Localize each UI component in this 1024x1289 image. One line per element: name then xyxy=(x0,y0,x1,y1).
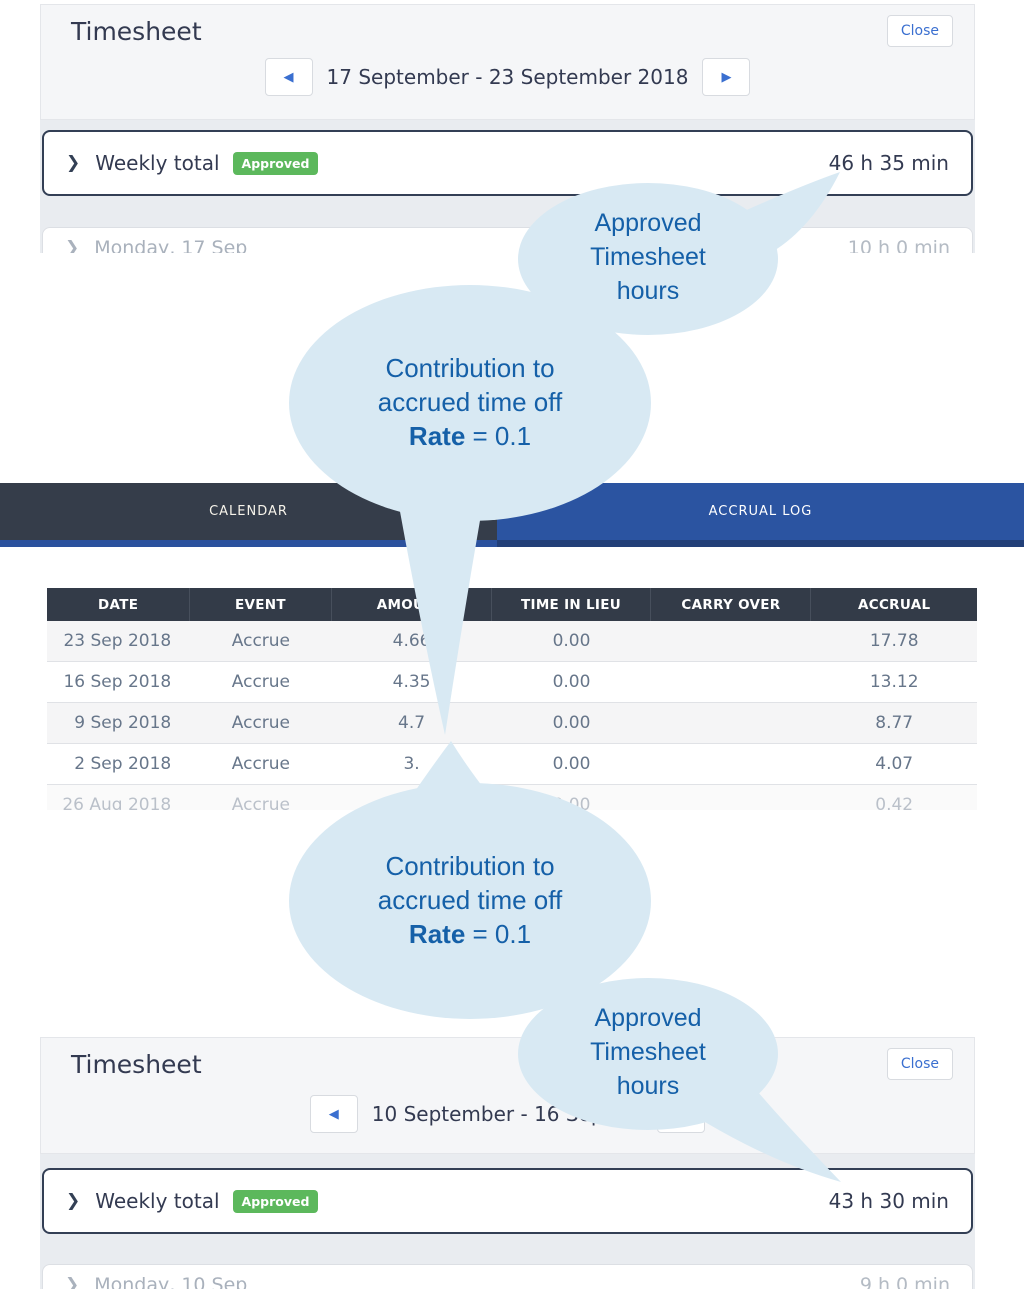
cell-time-in-lieu: 0.00 xyxy=(552,713,591,733)
chevron-right-icon: ❯ xyxy=(66,1191,81,1211)
day-row-monday[interactable]: ❯ Monday, 10 Sep 9 h 0 min xyxy=(42,1264,973,1289)
tab-underline-left xyxy=(0,540,497,547)
weekly-total-label: Weekly total xyxy=(95,151,220,175)
chevron-right-icon: ❯ xyxy=(66,153,81,173)
accrual-log-table: DATE EVENT AMOUNT TIME IN LIEU CARRY OVE… xyxy=(47,588,977,810)
column-header-date: DATE xyxy=(47,588,191,621)
next-week-button[interactable]: ▶ xyxy=(702,58,751,96)
table-row: 23 Sep 2018 Accrue 4.66 0.00 17.78 xyxy=(47,621,977,662)
timesheet-header-bottom: Timesheet Close ◀ 10 September - 16 Sept… xyxy=(40,1037,975,1154)
column-header-time-in-lieu: TIME IN LIEU xyxy=(492,588,652,621)
cell-date: 2 Sep 2018 xyxy=(74,754,172,774)
cell-carry-over xyxy=(651,785,811,810)
weekly-total-value: 43 h 30 min xyxy=(828,1189,949,1213)
cell-carry-over xyxy=(651,662,811,702)
week-navigator: ◀ 10 September - 16 Septem ▶ xyxy=(41,1095,974,1133)
cell-date: 26 Aug 2018 xyxy=(62,795,172,810)
prev-week-button[interactable]: ◀ xyxy=(309,1095,358,1133)
week-range-label: 17 September - 23 September 2018 xyxy=(326,65,689,89)
cell-event: Accrue xyxy=(231,713,291,733)
status-badge: Approved xyxy=(232,1189,319,1213)
tab-calendar[interactable]: CALENDAR xyxy=(0,483,497,540)
next-week-button[interactable]: ▶ xyxy=(657,1095,706,1133)
cell-time-in-lieu: 0.00 xyxy=(552,672,591,692)
arrow-left-icon: ◀ xyxy=(283,69,294,85)
arrow-right-icon: ▶ xyxy=(676,1106,687,1122)
table-row: 16 Sep 2018 Accrue 4.35 0.00 13.12 xyxy=(47,662,977,703)
table-row: 2 Sep 2018 Accrue 3. 0.00 4.07 xyxy=(47,744,977,785)
table-row: 9 Sep 2018 Accrue 4.7 0.00 8.77 xyxy=(47,703,977,744)
arrow-right-icon: ▶ xyxy=(721,69,732,85)
week-range-label: 10 September - 16 Septem xyxy=(371,1102,644,1126)
cell-accrual: 8.77 xyxy=(875,713,914,733)
tab-bar: CALENDAR ACCRUAL LOG xyxy=(0,483,1024,547)
page-title: Timesheet xyxy=(71,1050,202,1079)
weekly-total-row[interactable]: ❯ Weekly total Approved 43 h 30 min xyxy=(42,1168,973,1234)
cell-carry-over xyxy=(651,744,811,784)
day-row-monday[interactable]: ❯ Monday, 17 Sep 10 h 0 min xyxy=(42,227,973,253)
cell-accrual: 13.12 xyxy=(869,672,919,692)
cell-accrual: 17.78 xyxy=(869,631,919,651)
day-label: Monday, 10 Sep xyxy=(94,1274,248,1289)
cell-amount xyxy=(332,785,492,810)
close-button[interactable]: Close xyxy=(886,1048,953,1080)
day-value: 10 h 0 min xyxy=(847,237,950,253)
weekly-total-value: 46 h 35 min xyxy=(828,151,949,175)
cell-amount: 4.7 xyxy=(398,713,426,733)
weekly-total-label: Weekly total xyxy=(95,1189,220,1213)
status-badge: Approved xyxy=(232,151,319,175)
cell-date: 16 Sep 2018 xyxy=(63,672,172,692)
day-value: 9 h 0 min xyxy=(859,1274,950,1289)
chevron-right-icon: ❯ xyxy=(65,1275,80,1289)
cell-amount: 4.35 xyxy=(392,672,431,692)
cell-date: 23 Sep 2018 xyxy=(63,631,172,651)
prev-week-button[interactable]: ◀ xyxy=(264,58,313,96)
cell-amount: 3. xyxy=(403,754,420,774)
week-navigator: ◀ 17 September - 23 September 2018 ▶ xyxy=(41,58,974,96)
cell-accrual: 4.07 xyxy=(875,754,914,774)
callout-contribution-bottom: Contribution to accrued time off Rate = … xyxy=(377,851,563,949)
timesheet-panel-bottom: Timesheet Close ◀ 10 September - 16 Sept… xyxy=(40,1037,975,1289)
column-header-accrual: ACCRUAL xyxy=(858,596,931,613)
cell-time-in-lieu: 0.00 xyxy=(552,795,591,810)
table-row: 26 Aug 2018 Accrue 0.00 0.42 xyxy=(47,785,977,810)
cell-time-in-lieu: 0.00 xyxy=(552,754,591,774)
table-header-row: DATE EVENT AMOUNT TIME IN LIEU CARRY OVE… xyxy=(47,588,977,621)
day-label: Monday, 17 Sep xyxy=(94,237,248,253)
weekly-total-row[interactable]: ❯ Weekly total Approved 46 h 35 min xyxy=(42,130,973,196)
cell-event: Accrue xyxy=(231,631,291,651)
cell-amount: 4.66 xyxy=(392,631,431,651)
cell-date: 9 Sep 2018 xyxy=(74,713,172,733)
close-button[interactable]: Close xyxy=(886,15,953,47)
cell-event: Accrue xyxy=(231,795,291,810)
tab-accrual-log[interactable]: ACCRUAL LOG xyxy=(497,483,1024,540)
page-title: Timesheet xyxy=(71,17,202,46)
column-header-event: EVENT xyxy=(190,588,332,621)
cell-time-in-lieu: 0.00 xyxy=(552,631,591,651)
callout-contribution-top: Contribution to accrued time off Rate = … xyxy=(377,353,563,451)
cell-event: Accrue xyxy=(231,754,291,774)
column-header-carry-over: CARRY OVER xyxy=(651,588,812,621)
timesheet-panel-top: Timesheet Close ◀ 17 September - 23 Sept… xyxy=(40,4,975,253)
chevron-right-icon: ❯ xyxy=(65,238,80,253)
cell-accrual: 0.42 xyxy=(875,795,914,810)
cell-carry-over xyxy=(651,703,811,743)
timesheet-header-top: Timesheet Close ◀ 17 September - 23 Sept… xyxy=(40,4,975,120)
cell-event: Accrue xyxy=(231,672,291,692)
cell-carry-over xyxy=(651,621,811,661)
arrow-left-icon: ◀ xyxy=(328,1106,339,1122)
tab-underline-right xyxy=(497,540,1024,547)
column-header-amount: AMOUNT xyxy=(332,588,492,621)
